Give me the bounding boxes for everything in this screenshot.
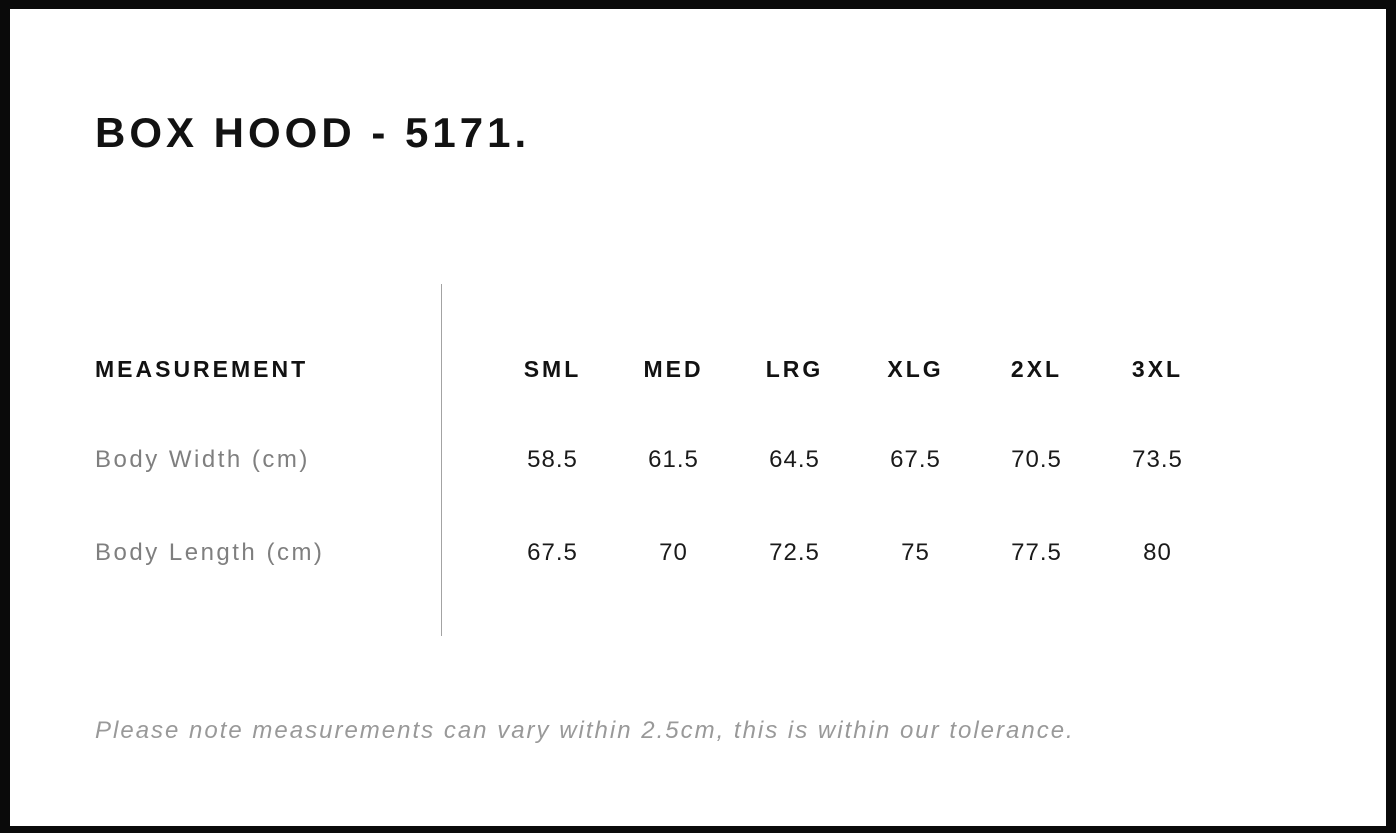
column-header-sml: SML (523, 355, 582, 382)
table-divider (441, 284, 442, 636)
table-header-row: MEASUREMENT SML MED LRG XLG 2XL 3XL (95, 354, 1218, 384)
body-length-3xl: 80 (1143, 539, 1172, 566)
table-row-body-width: Body Width (cm) 58.5 61.5 64.5 67.5 70.5… (95, 445, 1218, 475)
body-width-med: 61.5 (648, 446, 699, 473)
body-width-3xl: 73.5 (1132, 446, 1183, 473)
row-label-body-width: Body Width (cm) (95, 446, 310, 473)
body-length-xlg: 75 (901, 539, 930, 566)
column-header-measurement: MEASUREMENT (95, 355, 309, 382)
column-header-3xl: 3XL (1131, 355, 1184, 382)
column-header-lrg: LRG (765, 355, 824, 382)
body-width-lrg: 64.5 (769, 446, 820, 473)
body-length-sml: 67.5 (527, 539, 578, 566)
row-label-body-length: Body Length (cm) (95, 539, 325, 566)
body-width-xlg: 67.5 (890, 446, 941, 473)
body-width-2xl: 70.5 (1011, 446, 1062, 473)
size-guide-page: BOX HOOD - 5171. MEASUREMENT SML MED LRG… (10, 9, 1386, 826)
column-header-xlg: XLG (887, 355, 944, 382)
column-header-2xl: 2XL (1010, 355, 1063, 382)
tolerance-note: Please note measurements can vary within… (95, 717, 1075, 744)
body-length-2xl: 77.5 (1011, 539, 1062, 566)
body-length-lrg: 72.5 (769, 539, 820, 566)
page-title: BOX HOOD - 5171. (95, 109, 531, 156)
column-header-med: MED (643, 355, 704, 382)
body-width-sml: 58.5 (527, 446, 578, 473)
body-length-med: 70 (659, 539, 688, 566)
table-row-body-length: Body Length (cm) 67.5 70 72.5 75 77.5 80 (95, 538, 1218, 568)
